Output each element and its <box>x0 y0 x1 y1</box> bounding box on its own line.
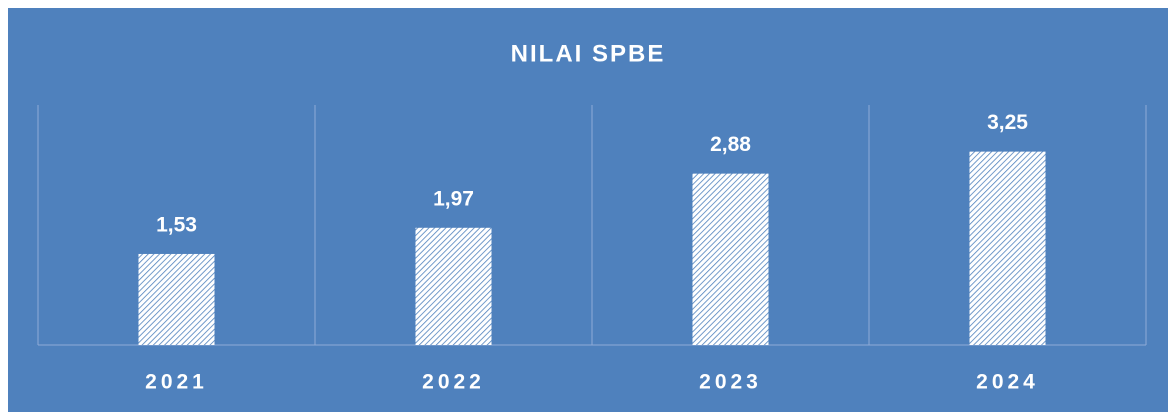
bar <box>692 173 769 345</box>
x-tick-label: 2021 <box>145 371 208 394</box>
bar <box>415 227 492 345</box>
chart-title: NILAI SPBE <box>511 40 666 67</box>
data-label: 2,88 <box>710 133 751 156</box>
data-label: 1,97 <box>433 187 474 210</box>
x-tick-label: 2022 <box>422 371 485 394</box>
data-label: 3,25 <box>987 111 1028 134</box>
bar <box>969 151 1046 345</box>
data-label: 1,53 <box>156 214 197 237</box>
x-tick-label: 2024 <box>976 371 1039 394</box>
x-tick-label: 2023 <box>699 371 762 394</box>
bar <box>138 253 215 345</box>
